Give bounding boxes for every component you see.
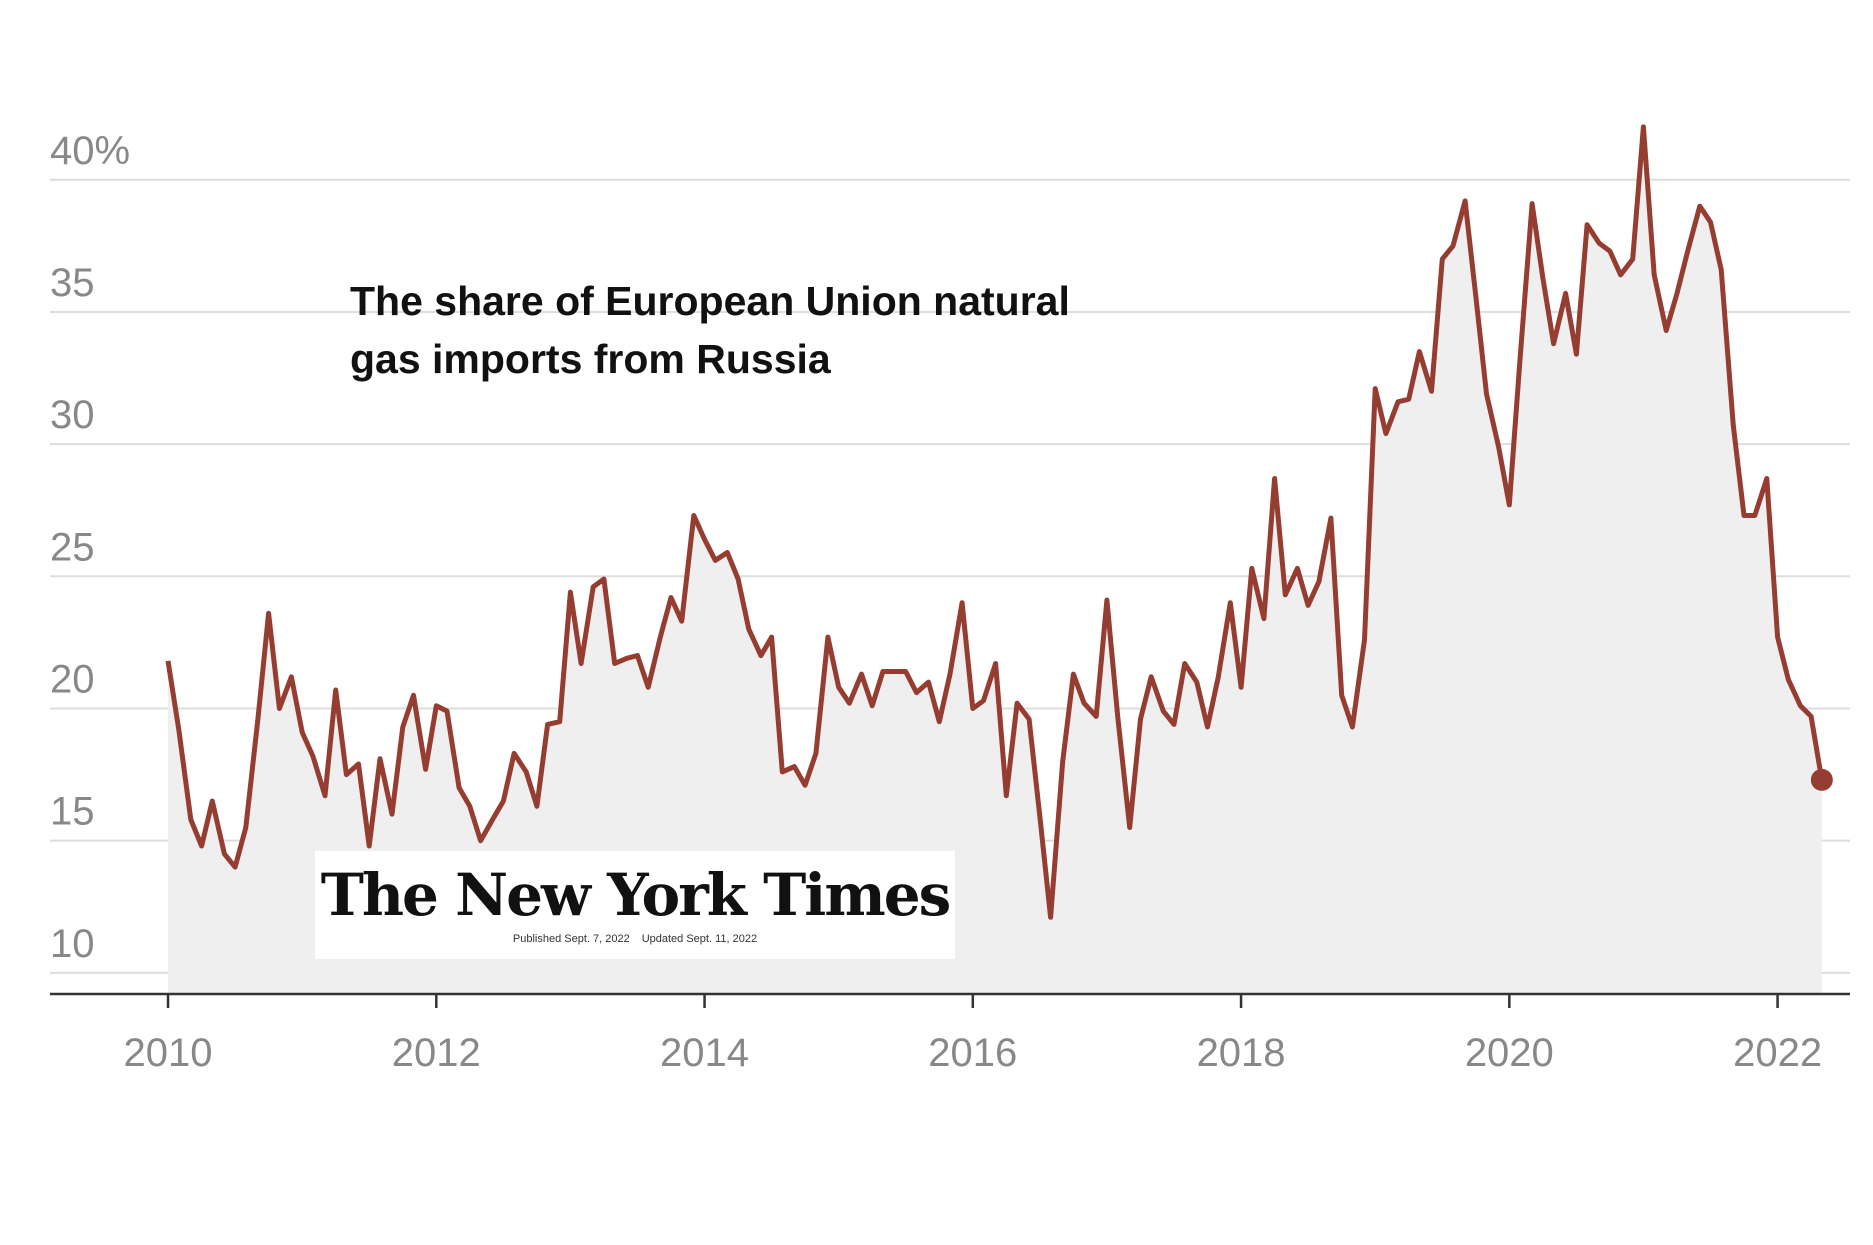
x-tick-label: 2020 — [1465, 1031, 1554, 1075]
y-tick-label: 10 — [50, 922, 95, 966]
updated-date: Updated Sept. 11, 2022 — [641, 933, 758, 945]
y-tick-label: 35 — [50, 261, 95, 305]
x-tick-label: 2012 — [392, 1031, 481, 1075]
y-tick-label: 15 — [50, 790, 95, 834]
logo: The New York Times Published Sept. 7, 20… — [315, 851, 955, 959]
y-tick-label: 25 — [50, 525, 95, 569]
line — [165, 124, 1825, 920]
y-tick-label: 40% — [50, 129, 130, 173]
end-dot — [1810, 768, 1833, 791]
x-tick-label: 2022 — [1733, 1031, 1822, 1075]
y-tick-label: 30 — [50, 393, 95, 437]
x-tick-label: 2018 — [1197, 1031, 1286, 1075]
logo-name: The New York Times — [320, 861, 952, 929]
x-tick-label: 2010 — [124, 1031, 213, 1075]
chart-title: The share of European Union natural gas … — [350, 278, 1070, 382]
x-tick-label: 2014 — [660, 1031, 749, 1075]
y-tick-label: 20 — [50, 657, 95, 701]
area — [168, 126, 1822, 994]
x-tick-label: 2016 — [928, 1031, 1017, 1075]
published-date: Published Sept. 7, 2022 — [512, 933, 630, 945]
